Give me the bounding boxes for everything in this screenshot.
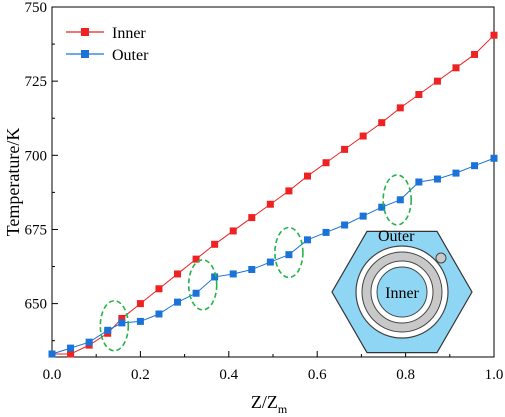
x-tick-label: 0.6 [308, 367, 327, 383]
data-point-outer [471, 162, 479, 170]
x-tick-label: 0.0 [43, 367, 62, 383]
data-point-outer [67, 344, 75, 352]
x-axis-title-main: Z/Z [251, 392, 278, 412]
data-point-outer [433, 175, 441, 183]
x-tick-label: 0.4 [219, 367, 238, 383]
x-tick-label: 1.0 [485, 367, 504, 383]
highlight-ellipse [99, 299, 130, 352]
data-point-outer [248, 266, 256, 273]
y-tick-label: 675 [25, 222, 48, 238]
legend: Inner Outer [66, 25, 149, 64]
x-axis-ticks: 0.0 0.2 0.4 0.6 0.8 1.0 [43, 351, 504, 383]
data-point-outer [378, 203, 386, 211]
data-point-outer [174, 298, 182, 306]
y-axis-ticks: 650 675 700 725 750 [25, 0, 58, 342]
series-layer [48, 31, 498, 358]
data-point-outer [396, 196, 404, 204]
data-point-outer [341, 221, 349, 229]
inset-inner-label: Inner [385, 285, 419, 302]
highlight-ellipse [382, 174, 412, 226]
data-point-inner [303, 172, 311, 180]
highlight-ellipse [187, 259, 218, 311]
data-point-inner [471, 50, 479, 58]
data-point-outer [155, 310, 163, 318]
data-point-outer [322, 228, 330, 236]
data-point-inner [396, 104, 404, 112]
data-point-inner [359, 132, 367, 140]
x-tick-label: 0.8 [396, 367, 415, 383]
data-point-outer [48, 350, 56, 358]
highlight-ellipses [99, 174, 412, 352]
data-point-inner [211, 240, 219, 248]
data-point-outer [104, 326, 112, 334]
data-point-inner [378, 119, 386, 127]
data-point-inner [415, 91, 423, 98]
x-axis-title: Z/Zm [251, 392, 288, 416]
data-point-outer [211, 273, 219, 281]
legend-label-inner: Inner [112, 25, 146, 42]
data-point-inner [433, 77, 441, 85]
x-tick-label: 0.2 [131, 367, 150, 383]
data-point-inner [452, 64, 460, 72]
data-point-outer [490, 154, 498, 162]
highlight-ellipse [274, 226, 304, 279]
data-point-inner [192, 255, 200, 263]
cross-section-inset: Outer Inner [331, 228, 473, 354]
wire-rod [435, 252, 447, 264]
data-point-outer [359, 212, 367, 220]
data-point-outer [85, 338, 93, 346]
data-point-inner [155, 285, 163, 293]
data-point-outer [415, 178, 423, 186]
data-point-inner [248, 214, 256, 222]
data-point-outer [452, 169, 460, 177]
data-point-outer [285, 251, 293, 259]
legend-marker-inner [81, 28, 89, 36]
data-point-inner [266, 200, 274, 208]
y-axis-title: Temperature/K [3, 128, 23, 237]
data-point-inner [174, 270, 182, 278]
data-point-inner [67, 350, 75, 358]
data-point-inner [229, 227, 237, 235]
data-point-outer [118, 319, 126, 327]
data-point-inner [118, 314, 126, 322]
y-tick-label: 700 [25, 148, 48, 164]
y-tick-label: 650 [25, 297, 48, 313]
data-point-outer [192, 289, 200, 297]
y-tick-label: 750 [25, 0, 48, 16]
data-point-inner [322, 159, 330, 167]
legend-marker-outer [81, 50, 89, 58]
inset-outer-label: Outer [378, 228, 415, 245]
data-point-outer [303, 236, 311, 244]
data-point-inner [136, 300, 144, 308]
data-point-inner [285, 187, 293, 195]
inner-core [376, 266, 428, 318]
data-point-outer [136, 317, 144, 325]
x-axis-title-subscript: m [278, 402, 288, 416]
data-point-outer [266, 258, 274, 266]
y-tick-label: 725 [25, 74, 48, 90]
data-point-inner [341, 145, 349, 153]
data-point-inner [490, 31, 498, 39]
legend-label-outer: Outer [112, 47, 149, 64]
data-point-outer [229, 270, 237, 278]
